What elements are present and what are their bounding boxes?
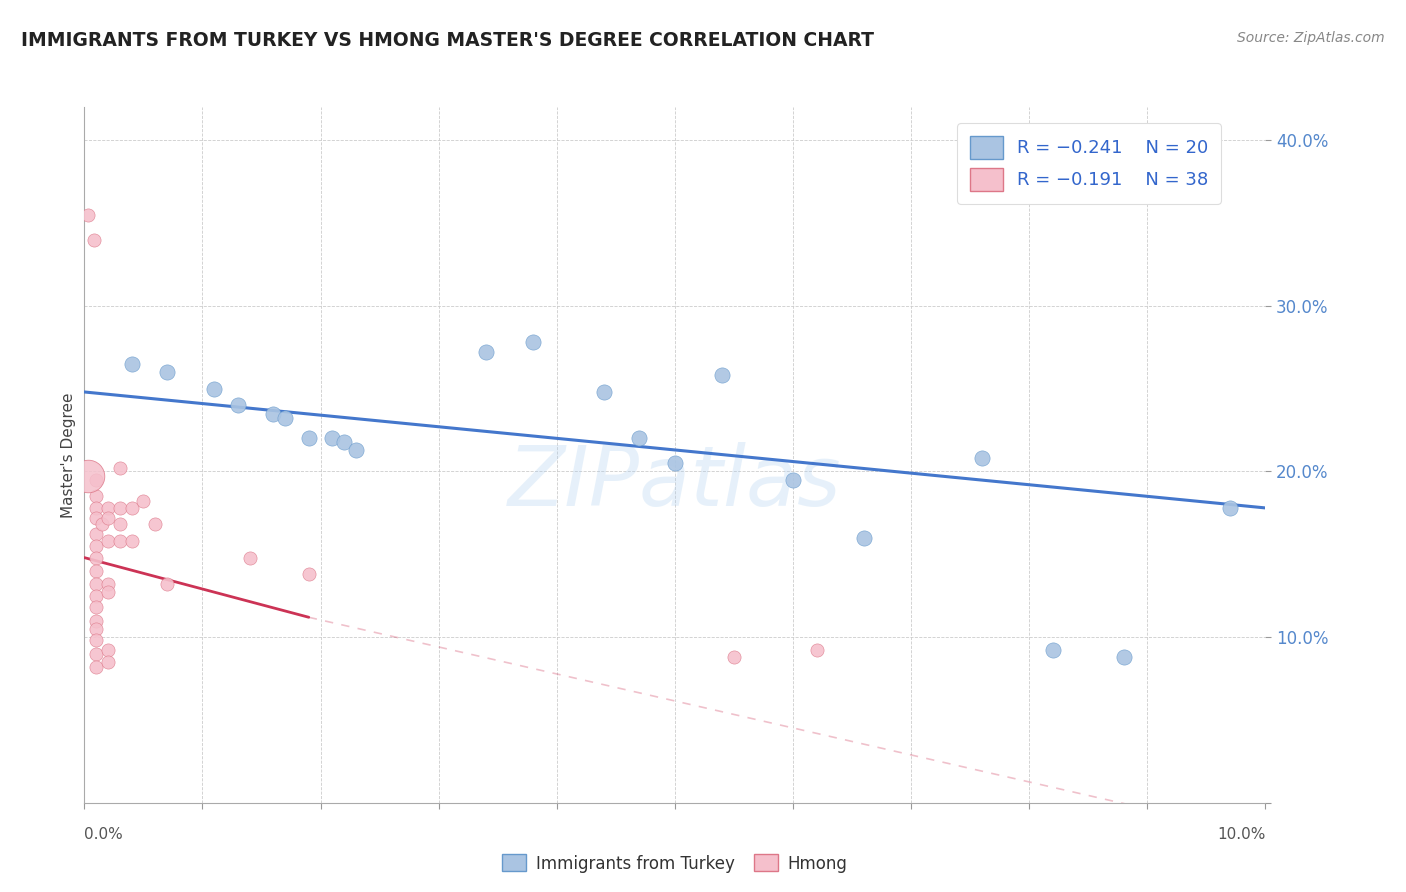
Point <box>97 585 120 599</box>
Point <box>522 335 544 350</box>
Point <box>97 655 120 669</box>
Point <box>84 660 107 674</box>
Point <box>97 577 120 591</box>
Point <box>475 345 498 359</box>
Point <box>132 494 155 508</box>
Point <box>298 567 321 582</box>
Point <box>1112 650 1135 665</box>
Point <box>84 511 107 525</box>
Point <box>84 622 107 636</box>
Point <box>83 233 105 247</box>
Text: 10.0%: 10.0% <box>1218 827 1265 841</box>
Point <box>121 357 143 371</box>
Point <box>108 461 131 475</box>
Point <box>108 500 131 515</box>
Point <box>84 633 107 648</box>
Y-axis label: Master's Degree: Master's Degree <box>60 392 76 517</box>
Point <box>77 208 100 222</box>
Point <box>723 650 745 665</box>
Text: IMMIGRANTS FROM TURKEY VS HMONG MASTER'S DEGREE CORRELATION CHART: IMMIGRANTS FROM TURKEY VS HMONG MASTER'S… <box>21 31 875 50</box>
Point <box>344 442 367 457</box>
Point <box>97 643 120 657</box>
Point <box>202 382 225 396</box>
Point <box>628 431 651 445</box>
Point <box>84 527 107 541</box>
Point <box>84 489 107 503</box>
Point <box>91 517 114 532</box>
Point <box>84 647 107 661</box>
Point <box>664 456 686 470</box>
Point <box>298 431 321 445</box>
Point <box>121 500 143 515</box>
Point <box>321 431 343 445</box>
Point <box>262 407 284 421</box>
Point <box>806 643 828 657</box>
Point <box>97 534 120 549</box>
Point <box>274 411 297 425</box>
Point <box>84 550 107 565</box>
Legend: R = −0.241    N = 20, R = −0.191    N = 38: R = −0.241 N = 20, R = −0.191 N = 38 <box>957 123 1220 203</box>
Point <box>84 577 107 591</box>
Point <box>84 539 107 553</box>
Legend: Immigrants from Turkey, Hmong: Immigrants from Turkey, Hmong <box>495 847 855 880</box>
Point <box>84 500 107 515</box>
Point <box>782 473 804 487</box>
Point <box>226 398 249 412</box>
Point <box>84 473 107 487</box>
Point <box>108 517 131 532</box>
Point <box>593 384 616 399</box>
Text: Source: ZipAtlas.com: Source: ZipAtlas.com <box>1237 31 1385 45</box>
Point <box>156 365 179 379</box>
Point <box>239 550 262 565</box>
Point <box>84 564 107 578</box>
Point <box>84 589 107 603</box>
Point <box>852 531 875 545</box>
Point <box>970 451 993 466</box>
Point <box>97 500 120 515</box>
Point <box>97 511 120 525</box>
Text: 0.0%: 0.0% <box>84 827 124 841</box>
Point <box>143 517 166 532</box>
Point <box>156 577 179 591</box>
Point <box>121 534 143 549</box>
Point <box>711 368 734 383</box>
Point <box>1042 643 1064 657</box>
Point <box>77 469 100 483</box>
Point <box>84 614 107 628</box>
Point <box>333 434 356 449</box>
Point <box>1219 500 1241 515</box>
Point <box>108 534 131 549</box>
Point <box>84 600 107 615</box>
Text: ZIPatlas: ZIPatlas <box>508 442 842 524</box>
